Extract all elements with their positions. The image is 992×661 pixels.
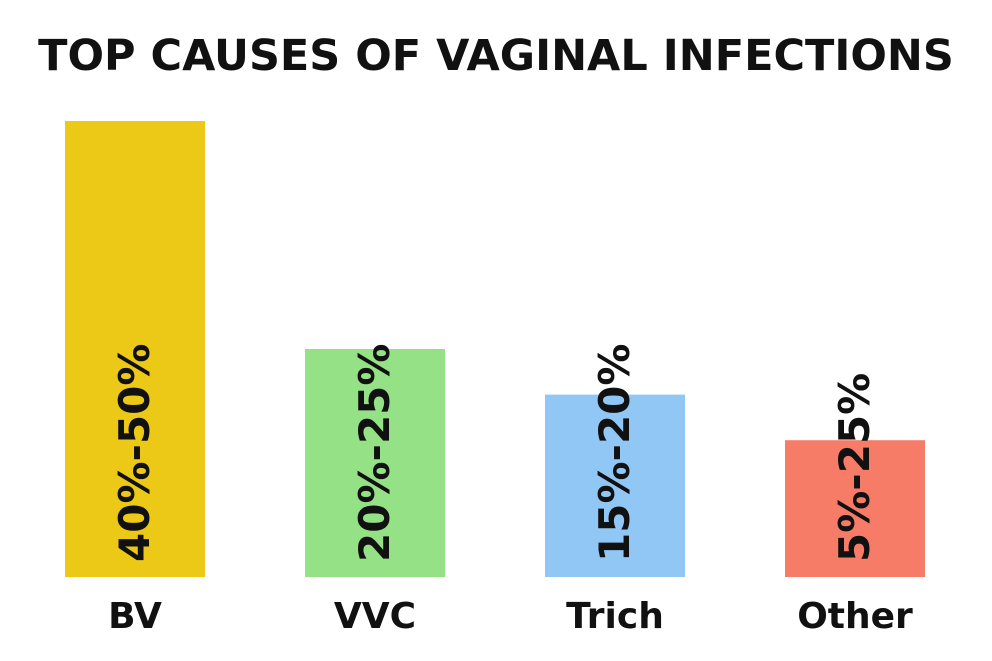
bar-value-label-trich: 15%-20% (590, 344, 639, 563)
bar-value-label-vvc: 20%-25% (350, 344, 399, 563)
category-label-other: Other (797, 596, 913, 637)
bar-trich (545, 394, 685, 577)
category-labels: BV VVC Trich Other (108, 596, 913, 637)
chart-title: TOP CAUSES OF VAGINAL INFECTIONS (38, 31, 954, 81)
category-label-bv: BV (108, 596, 162, 637)
bar-bv (65, 121, 205, 577)
bars (65, 121, 925, 577)
category-label-trich: Trich (566, 596, 664, 637)
bar-other (785, 440, 925, 577)
bar-value-label-bv: 40%-50% (110, 344, 159, 563)
bar-value-label-other: 5%-25% (830, 373, 879, 562)
category-label-vvc: VVC (334, 596, 416, 637)
bar-vvc (305, 349, 445, 577)
bar-labels: 40%-50% 20%-25% 15%-20% 5%-25% (110, 344, 879, 563)
